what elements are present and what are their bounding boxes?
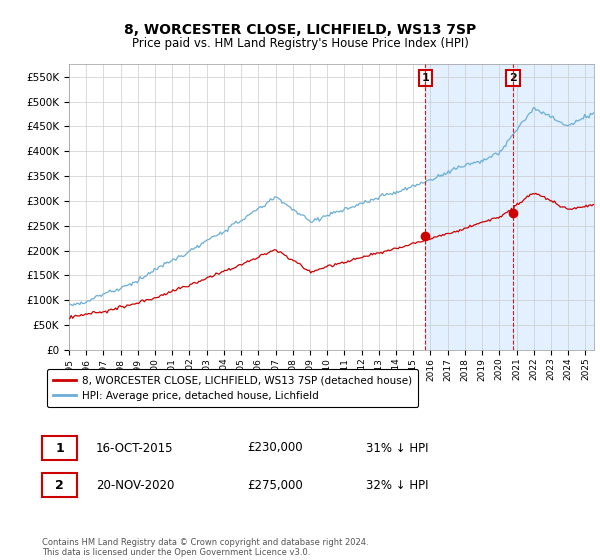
Text: 2: 2 bbox=[55, 479, 64, 492]
Text: Contains HM Land Registry data © Crown copyright and database right 2024.
This d: Contains HM Land Registry data © Crown c… bbox=[42, 538, 368, 557]
Text: 1: 1 bbox=[55, 441, 64, 455]
Text: 32% ↓ HPI: 32% ↓ HPI bbox=[366, 479, 428, 492]
Text: 1: 1 bbox=[422, 73, 430, 83]
Text: £230,000: £230,000 bbox=[247, 441, 303, 455]
Text: £275,000: £275,000 bbox=[247, 479, 303, 492]
Legend: 8, WORCESTER CLOSE, LICHFIELD, WS13 7SP (detached house), HPI: Average price, de: 8, WORCESTER CLOSE, LICHFIELD, WS13 7SP … bbox=[47, 369, 418, 407]
Text: 31% ↓ HPI: 31% ↓ HPI bbox=[366, 441, 428, 455]
FancyBboxPatch shape bbox=[42, 436, 77, 460]
Text: 20-NOV-2020: 20-NOV-2020 bbox=[96, 479, 175, 492]
FancyBboxPatch shape bbox=[42, 473, 77, 497]
Text: 8, WORCESTER CLOSE, LICHFIELD, WS13 7SP: 8, WORCESTER CLOSE, LICHFIELD, WS13 7SP bbox=[124, 24, 476, 37]
Text: Price paid vs. HM Land Registry's House Price Index (HPI): Price paid vs. HM Land Registry's House … bbox=[131, 37, 469, 50]
Text: 16-OCT-2015: 16-OCT-2015 bbox=[96, 441, 173, 455]
Text: 2: 2 bbox=[509, 73, 517, 83]
Bar bbox=[425, 64, 594, 350]
